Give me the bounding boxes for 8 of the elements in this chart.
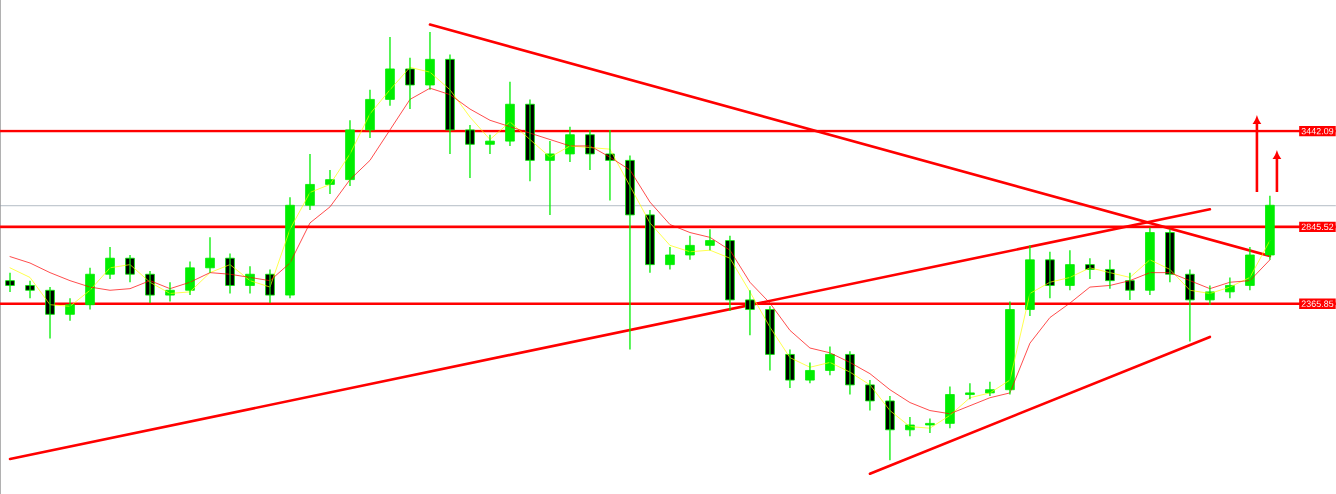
candlestick <box>485 134 495 155</box>
candlestick <box>925 417 935 434</box>
y-tick-label: 2365.85 <box>1301 300 1334 307</box>
y-tick-label: 2845.52 <box>1301 223 1334 231</box>
candlestick <box>965 382 975 400</box>
candlestick <box>5 272 15 293</box>
y-tick-label: 3442.09 <box>1301 127 1334 135</box>
candlestick <box>25 280 35 299</box>
